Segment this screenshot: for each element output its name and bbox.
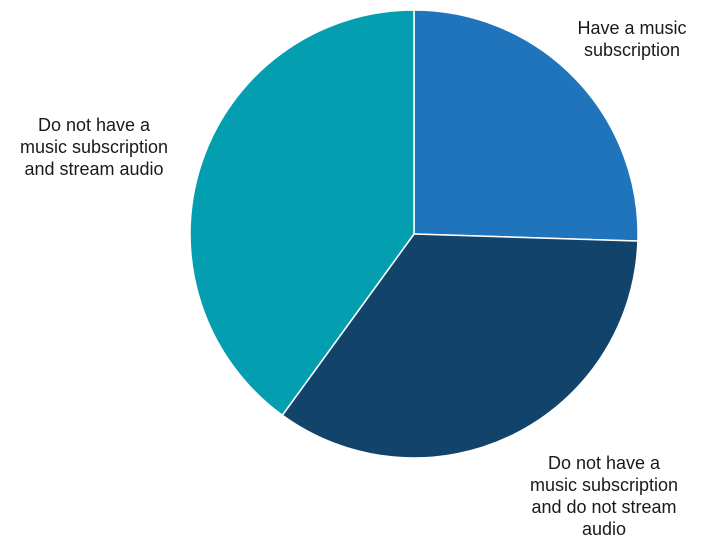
pie-slices xyxy=(189,9,639,459)
slice-label-3: Do not have a music subscription and strea… xyxy=(20,115,168,179)
slice-label-line: and stream audio xyxy=(24,159,163,179)
pie-slice-3 xyxy=(189,9,415,417)
pie-slice-1 xyxy=(413,9,639,242)
pie-slice-2 xyxy=(281,233,639,459)
slice-label-line: audio xyxy=(582,519,626,539)
slice-label-line: music subscription xyxy=(20,137,168,157)
slice-label-line: Have a music xyxy=(577,18,686,38)
slice-label-line: subscription xyxy=(584,40,680,60)
slice-label-line: and do not stream xyxy=(531,497,676,517)
slice-label-2: Do not have a music subscription and do no… xyxy=(530,453,678,539)
slice-label-line: music subscription xyxy=(530,475,678,495)
slice-label-line: Do not have a xyxy=(548,453,661,473)
slice-label-1: Have a music subscription xyxy=(577,18,686,60)
slice-label-line: Do not have a xyxy=(38,115,151,135)
